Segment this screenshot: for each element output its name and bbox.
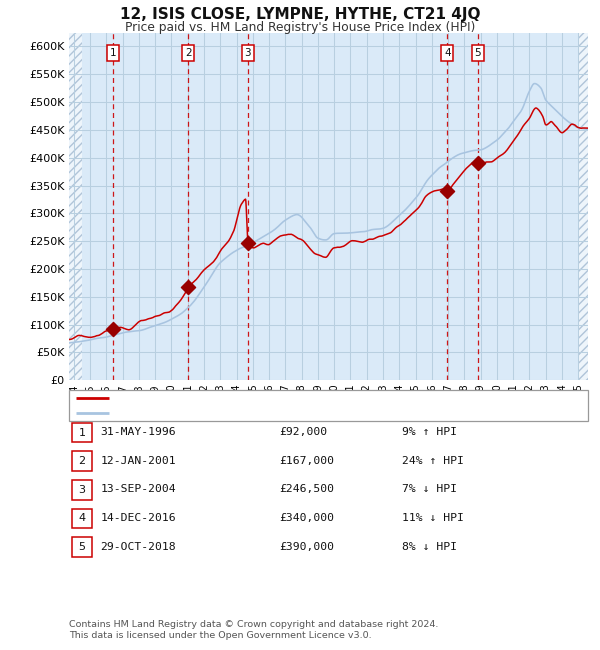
Text: 12, ISIS CLOSE, LYMPNE, HYTHE, CT21 4JQ (detached house): 12, ISIS CLOSE, LYMPNE, HYTHE, CT21 4JQ …: [116, 393, 453, 404]
Text: Price paid vs. HM Land Registry's House Price Index (HPI): Price paid vs. HM Land Registry's House …: [125, 21, 475, 34]
Text: 31-MAY-1996: 31-MAY-1996: [100, 427, 176, 437]
Point: [243, 238, 253, 248]
Point: [184, 282, 193, 293]
Text: HPI: Average price, detached house, Folkestone and Hythe: HPI: Average price, detached house, Folk…: [116, 408, 444, 418]
Text: 12-JAN-2001: 12-JAN-2001: [100, 456, 176, 466]
Text: 24% ↑ HPI: 24% ↑ HPI: [402, 456, 464, 466]
Text: 9% ↑ HPI: 9% ↑ HPI: [402, 427, 457, 437]
Text: 5: 5: [79, 542, 85, 552]
Bar: [578, 32, 588, 380]
Text: This data is licensed under the Open Government Licence v3.0.: This data is licensed under the Open Gov…: [69, 631, 371, 640]
Text: 11% ↓ HPI: 11% ↓ HPI: [402, 513, 464, 523]
Text: 1: 1: [79, 428, 85, 437]
Text: 5: 5: [475, 47, 481, 58]
Text: 14-DEC-2016: 14-DEC-2016: [100, 513, 176, 523]
Point: [108, 324, 118, 334]
Text: £167,000: £167,000: [279, 456, 334, 466]
Text: 4: 4: [79, 514, 85, 523]
Text: 1: 1: [110, 47, 116, 58]
Text: 4: 4: [444, 47, 451, 58]
Point: [442, 186, 452, 196]
Bar: [578, 32, 588, 380]
Text: 13-SEP-2004: 13-SEP-2004: [100, 484, 176, 495]
Text: 3: 3: [79, 485, 85, 495]
Text: 8% ↓ HPI: 8% ↓ HPI: [402, 541, 457, 552]
Text: 12, ISIS CLOSE, LYMPNE, HYTHE, CT21 4JQ: 12, ISIS CLOSE, LYMPNE, HYTHE, CT21 4JQ: [120, 6, 480, 21]
Text: £340,000: £340,000: [279, 513, 334, 523]
Text: £92,000: £92,000: [279, 427, 327, 437]
Text: 29-OCT-2018: 29-OCT-2018: [100, 541, 176, 552]
Text: 3: 3: [245, 47, 251, 58]
Text: £246,500: £246,500: [279, 484, 334, 495]
Bar: [69, 32, 82, 380]
Text: 2: 2: [79, 456, 85, 466]
Bar: [69, 32, 82, 380]
Point: [473, 158, 482, 168]
Text: £390,000: £390,000: [279, 541, 334, 552]
Text: 2: 2: [185, 47, 191, 58]
Text: Contains HM Land Registry data © Crown copyright and database right 2024.: Contains HM Land Registry data © Crown c…: [69, 620, 439, 629]
Text: 7% ↓ HPI: 7% ↓ HPI: [402, 484, 457, 495]
